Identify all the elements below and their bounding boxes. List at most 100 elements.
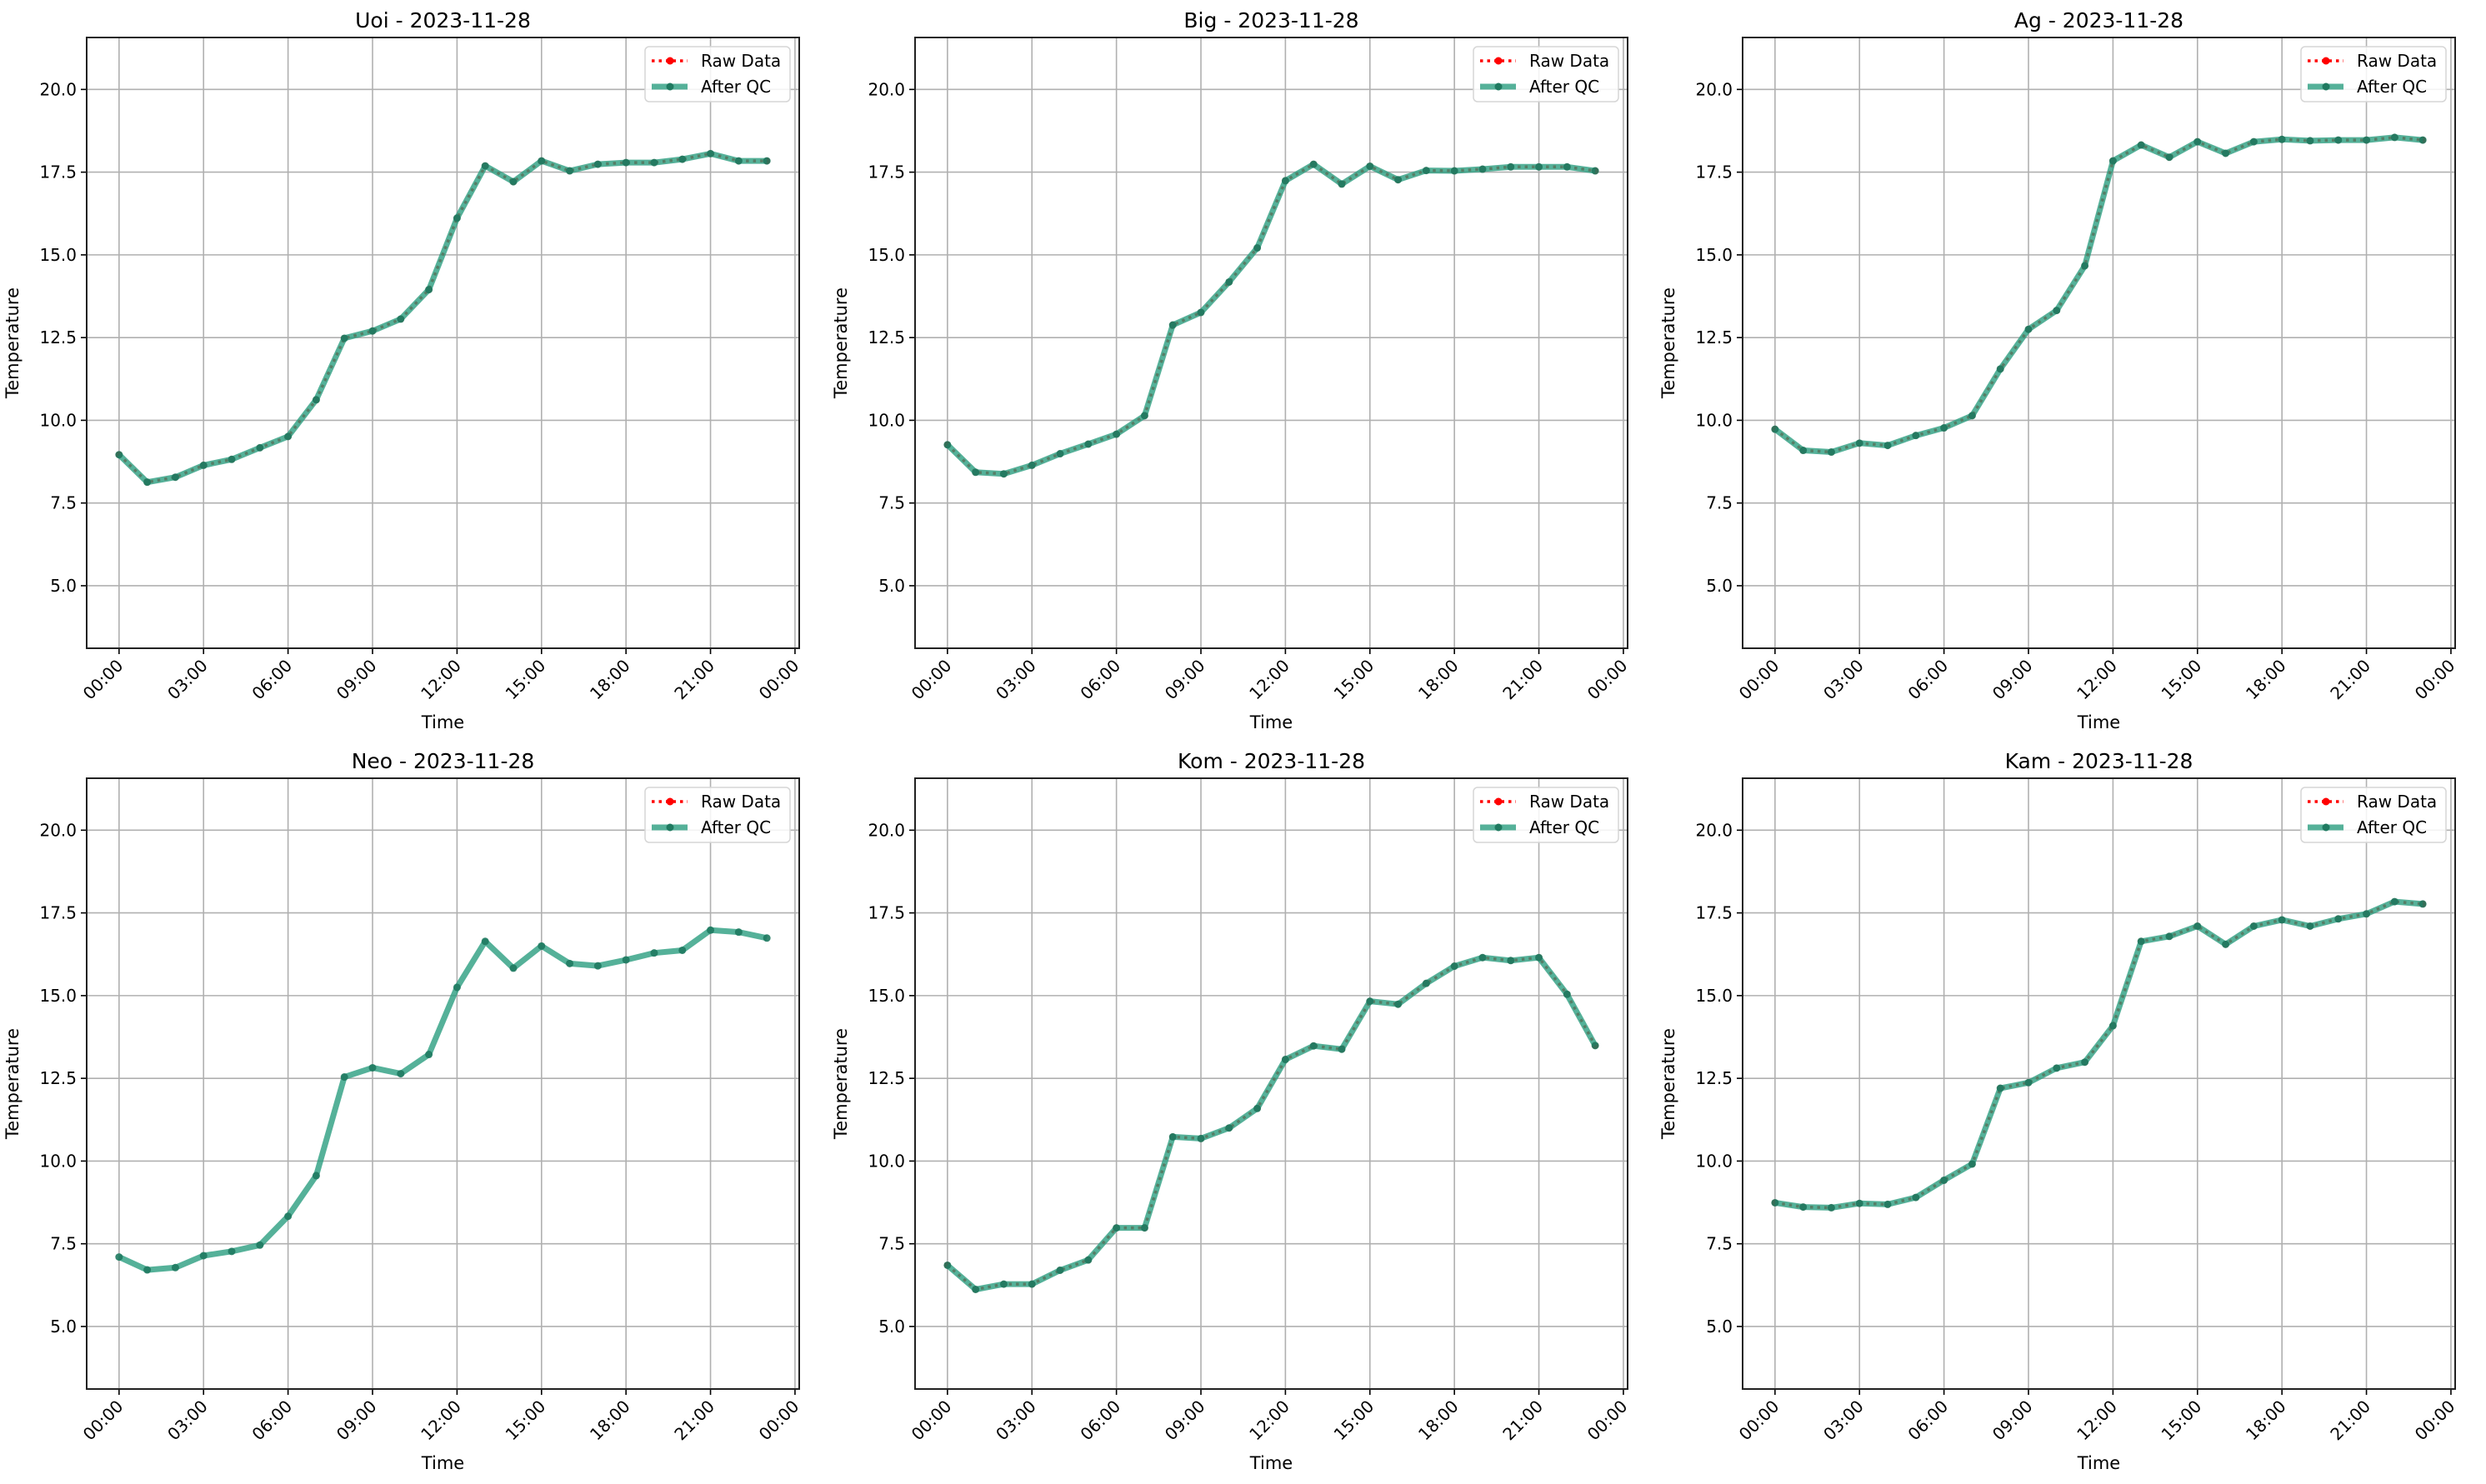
x-tick-label: 15:00 [2158,1397,2206,1445]
legend-qc-label: After QC [2357,817,2427,837]
after-qc-point [566,167,574,175]
after-qc-point [2363,910,2371,918]
y-axis-label: Temperature [831,287,851,399]
after-qc-point [2165,153,2173,162]
after-qc-point [1799,1203,1808,1212]
after-qc-point [1771,425,1779,433]
y-tick-label: 12.5 [39,327,77,347]
y-tick-label: 20.0 [868,79,905,99]
after-qc-point [538,157,546,165]
x-tick-label: 12:00 [417,656,465,704]
after-qc-point [1366,162,1374,170]
subplot-title: Kam - 2023-11-28 [2005,749,2193,773]
x-tick-label: 12:00 [2073,1397,2121,1445]
x-tick-label: 21:00 [1498,1397,1547,1445]
y-tick-label: 7.5 [878,493,905,513]
after-qc-point [1883,442,1892,450]
subplot-title: Kom - 2023-11-28 [1178,749,1365,773]
after-qc-point [2334,915,2343,923]
x-tick-label: 06:00 [248,656,296,704]
y-tick-label: 15.0 [868,245,905,265]
after-qc-point [593,962,602,970]
x-tick-label: 00:00 [755,1397,803,1445]
after-qc-point [2053,307,2061,315]
x-tick-label: 06:00 [248,1397,296,1445]
y-tick-label: 5.0 [1706,576,1733,596]
after-qc-point [256,443,264,452]
y-tick-label: 20.0 [39,820,77,840]
after-qc-point [1394,1000,1403,1008]
after-qc-point [256,1241,264,1249]
x-axis-label: Time [2077,712,2120,732]
after-qc-line [1774,898,2423,1211]
x-tick-label: 18:00 [2242,1397,2290,1445]
raw-data-line [946,956,1597,1292]
axes-frame [86,777,800,1390]
subplot-big: 00:00 03:00 06:00 09:00 12:00 15:00 18:00 21:00… [831,8,1631,732]
y-tick-label: 7.5 [50,493,77,513]
after-qc-point [1028,461,1036,469]
legend: Raw Data After QC [644,787,791,843]
after-qc-point [1771,1198,1779,1207]
after-qc-point [943,441,952,449]
y-tick-label: 20.0 [1695,820,1733,840]
x-tick-label: 21:00 [2326,1397,2374,1445]
after-qc-point [1422,167,1430,175]
after-qc-point [1253,1104,1262,1112]
after-qc-point [199,1252,208,1260]
x-tick-label: 09:00 [1161,1397,1209,1445]
after-qc-point [2334,136,2343,144]
x-tick-label: 12:00 [1245,1397,1293,1445]
after-qc-point [593,160,602,168]
y-tick-label: 12.5 [39,1068,77,1088]
y-axis-label: Temperature [3,1028,23,1140]
x-tick-label: 15:00 [502,656,550,704]
x-tick-label: 12:00 [1245,656,1293,704]
after-qc-point [1535,162,1543,171]
after-qc-point [763,157,771,165]
after-qc-point [763,934,771,942]
x-tick-label: 18:00 [2242,656,2290,704]
after-qc-point [1281,177,1289,185]
legend-raw-label: Raw Data [2357,792,2437,812]
after-qc-point [1084,440,1093,448]
legend-raw-marker-icon [1494,57,1503,65]
x-tick-label: 09:00 [1988,1397,2037,1445]
after-qc-point [509,964,518,972]
x-tick-label: 03:00 [992,656,1040,704]
after-qc-line [118,927,768,1273]
after-qc-point [707,926,715,934]
x-tick-label: 03:00 [163,1397,212,1445]
after-qc-point [734,157,743,165]
after-qc-point [1168,321,1177,329]
y-tick-label: 12.5 [1695,327,1733,347]
after-qc-point [284,432,293,441]
y-tick-label: 15.0 [39,986,77,1006]
after-qc-point [1507,162,1515,171]
legend-qc-marker-icon [1494,823,1503,832]
after-qc-line [945,161,1596,477]
after-qc-point [2081,1058,2089,1067]
after-qc-point [199,461,208,469]
x-tick-label: 21:00 [670,1397,718,1445]
after-qc-point [1028,1280,1036,1288]
after-qc-point [1855,1199,1863,1207]
legend-raw-label: Raw Data [701,51,781,71]
after-qc-point [999,1280,1008,1288]
after-qc-point [1591,167,1599,175]
after-qc-point [2306,922,2314,930]
x-tick-label: 12:00 [417,1397,465,1445]
x-tick-label: 03:00 [1819,656,1868,704]
after-qc-point [566,959,574,967]
after-qc-point [1168,1132,1177,1141]
x-tick-label: 00:00 [1583,1397,1632,1445]
x-tick-label: 09:00 [333,656,381,704]
y-tick-label: 17.5 [868,903,905,923]
y-tick-label: 5.0 [878,576,905,596]
legend-raw-marker-icon [2322,57,2330,65]
y-axis-label: Temperature [3,287,23,399]
subplot-ag: 00:00 03:00 06:00 09:00 12:00 15:00 18:00 21:00… [1658,8,2458,732]
legend: Raw Data After QC [644,46,791,102]
after-qc-point [1253,244,1262,252]
